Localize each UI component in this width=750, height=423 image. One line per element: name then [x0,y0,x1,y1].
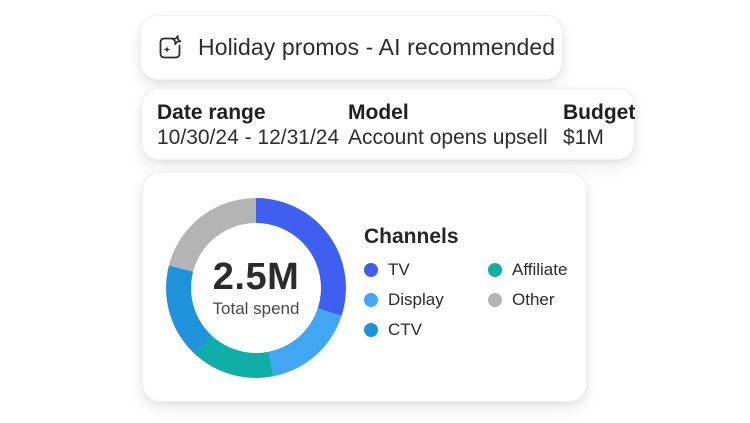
model-value: Account opens upsell [348,126,548,149]
ai-generate-icon [156,34,184,62]
tv-legend-label: TV [388,260,410,279]
affiliate-color-dot [488,263,502,277]
campaign-summary-card: Date range 10/30/24 - 12/31/24 Model Acc… [141,88,635,160]
tv-color-dot [364,263,378,277]
budget-value: $1M [563,126,604,149]
legend-item-affiliate: Affiliate [488,260,568,279]
donut-center: 2.5M Total spend [191,223,321,353]
legend-item-tv: TV [364,260,488,279]
legend-title: Channels [364,225,459,248]
model-label: Model [348,101,409,124]
display-color-dot [364,293,378,307]
legend-item-ctv: CTV [364,320,488,339]
chart-legend: Channels TV Display CTV [364,225,567,351]
legend-item-display: Display [364,290,488,309]
field-date-range: Date range 10/30/24 - 12/31/24 [157,100,339,150]
legend-column-1: TV Display CTV [364,260,488,351]
date-range-value: 10/30/24 - 12/31/24 [157,126,340,149]
display-legend-label: Display [388,290,444,309]
other-legend-label: Other [512,290,555,309]
total-spend-value: 2.5M [212,255,300,298]
donut-chart[interactable]: 2.5M Total spend [166,198,346,378]
legend-column-2: Affiliate Other [488,260,568,351]
budget-label: Budget [563,101,636,124]
campaign-title-card[interactable]: Holiday promos - AI recommended [140,15,563,80]
ctv-color-dot [364,323,378,337]
spend-chart-card: 2.5M Total spend Channels TV Display [142,172,587,402]
field-model: Model Account opens upsell [348,100,548,150]
total-spend-label: Total spend [212,298,300,318]
other-color-dot [488,293,502,307]
field-budget: Budget $1M [563,100,635,150]
ctv-legend-label: CTV [388,320,422,339]
affiliate-legend-label: Affiliate [512,260,568,279]
date-range-label: Date range [157,101,266,124]
legend-item-other: Other [488,290,567,309]
campaign-title: Holiday promos - AI recommended [198,34,556,60]
legend-columns: TV Display CTV Affiliate [364,260,568,351]
